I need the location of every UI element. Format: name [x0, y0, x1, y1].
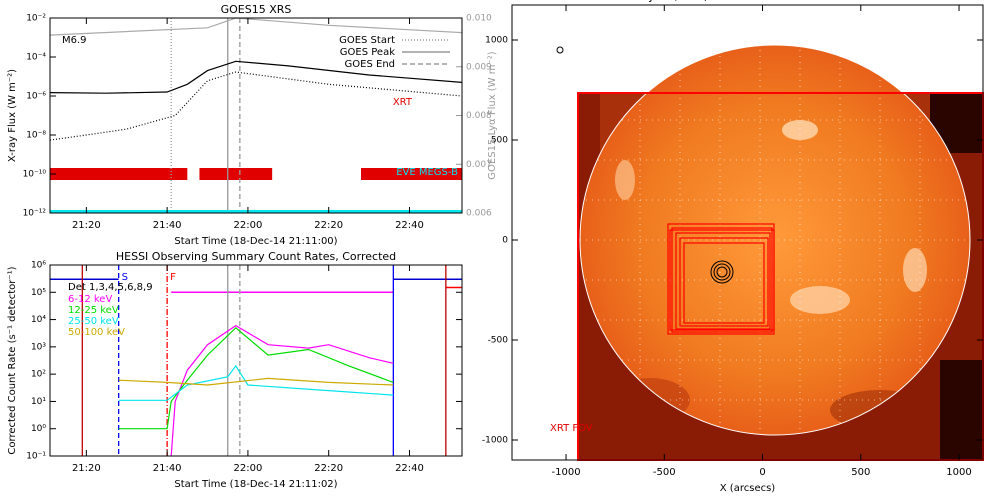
y-tick-label: 10⁻²	[26, 14, 46, 24]
legend-label: GOES Start	[339, 35, 395, 46]
xrt-fov-boxes	[667, 223, 775, 335]
y2-tick-label: 0.008	[466, 111, 492, 121]
x-tick-label: 22:00	[234, 220, 263, 231]
x-tick-label: 21:40	[153, 220, 182, 231]
x-tick-label: 22:20	[314, 463, 343, 474]
x-tick-label: 1000	[946, 467, 971, 478]
solar-limb	[579, 44, 971, 436]
plot-area	[50, 18, 462, 213]
x-tick-label: 22:00	[234, 463, 263, 474]
annotation: XRT	[393, 97, 413, 108]
annotation: XRT FOV	[550, 423, 593, 434]
series-line	[50, 71, 462, 141]
image-dark	[940, 360, 983, 460]
x-tick-label: 22:20	[314, 220, 343, 231]
marker	[556, 46, 564, 54]
y2-tick-label: 0.010	[466, 14, 492, 24]
panel: HINODE XRT JAXA/ISAS, SIRIUS 18-Dec-2014…	[482, 0, 984, 494]
y-tick-label: 10²	[31, 370, 46, 380]
y2-tick-label: 0.009	[466, 62, 492, 72]
y2-axis-label: GOES15 Lyα Flux (W m⁻²)	[487, 51, 498, 179]
x-tick-label: 21:20	[72, 463, 101, 474]
series-line	[50, 60, 462, 94]
bright-region	[903, 248, 927, 292]
y-tick-label: 10⁻⁴	[26, 53, 46, 63]
x-tick-label: 22:40	[395, 220, 424, 231]
y-tick-label: 10¹	[31, 397, 46, 407]
annotation: EVE MEGS-B	[396, 167, 458, 178]
y-tick-label: 0	[502, 236, 508, 246]
plot-frame	[49, 17, 463, 214]
legend-label: GOES End	[345, 59, 395, 70]
x-tick-label: 22:40	[395, 463, 424, 474]
event-label: S	[122, 272, 128, 283]
chart-title: HESSI Observing Summary Count Rates, Cor…	[116, 250, 396, 263]
chart-title: HINODE XRT JAXA/ISAS, SIRIUS 18-Dec-2014…	[578, 0, 918, 3]
x-tick-label: -1000	[552, 467, 581, 478]
y2-tick-label: 0.007	[466, 160, 492, 170]
chart-title: GOES15 XRS	[221, 3, 292, 16]
y-tick-label: -500	[488, 336, 509, 346]
x-tick-label: -500	[653, 467, 676, 478]
y-tick-label: 10⁰	[31, 424, 46, 434]
y-tick-label: 10³	[31, 342, 46, 352]
legend-label: 12-25 keV	[68, 305, 119, 316]
x-axis-label: Start Time (18-Dec-14 21:11:00)	[174, 236, 337, 247]
annotation: M6.9	[62, 35, 87, 46]
x-axis-label: X (arcsecs)	[720, 483, 776, 494]
y-axis-label: X-ray Flux (W m⁻²)	[7, 69, 18, 162]
xrt-interval	[361, 168, 462, 180]
x-tick-label: 21:20	[72, 220, 101, 231]
xrt-image	[556, 44, 984, 461]
y-tick-label: 10⁶	[31, 261, 46, 271]
plot-frame	[511, 4, 984, 461]
x-tick-label: 0	[759, 467, 765, 478]
plot-content	[50, 265, 462, 456]
y-tick-label: 10⁻¹²	[23, 209, 47, 219]
bright-region	[782, 120, 818, 140]
event-label: F	[170, 272, 176, 283]
bright-region	[790, 286, 850, 314]
series-line	[118, 326, 394, 430]
series-line	[118, 377, 394, 386]
solar-disk	[580, 45, 970, 435]
y-tick-label: 10⁴	[31, 315, 46, 325]
plot-frame	[49, 264, 463, 457]
legend-label: 25-50 keV	[68, 316, 119, 327]
panel: GOES15 XRS Start Time (18-Dec-14 21:11:00…	[7, 3, 498, 247]
x-tick-label: 500	[851, 467, 870, 478]
y-tick-label: 10⁻¹	[26, 452, 46, 462]
y-tick-label: 10⁻⁸	[26, 131, 46, 141]
legend-label: GOES Peak	[340, 47, 395, 58]
xrt-interval	[199, 168, 273, 180]
panel: HESSI Observing Summary Count Rates, Cor…	[7, 250, 463, 490]
y-tick-label: -1000	[482, 436, 508, 446]
y2-tick-label: 0.006	[466, 209, 492, 219]
series-line	[118, 364, 394, 401]
y-tick-label: 10⁵	[31, 288, 46, 298]
xrt-interval	[50, 168, 188, 180]
y-axis-label: Corrected Count Rate (s⁻¹ detector⁻¹)	[7, 266, 18, 454]
series-line	[170, 324, 394, 456]
hessi-contours	[710, 260, 734, 284]
legend-label: 6-12 keV	[68, 294, 112, 305]
x-axis-label: Start Time (18-Dec-14 21:11:02)	[174, 479, 337, 490]
series-line	[50, 18, 462, 36]
plot-content	[50, 18, 462, 213]
y-tick-label: 10⁻¹⁰	[23, 170, 47, 180]
legend-label: 50-100 keV	[68, 327, 125, 338]
x-tick-label: 21:40	[153, 463, 182, 474]
bright-region	[615, 160, 635, 200]
legend-title: Det 1,3,4,5,6,8,9	[68, 282, 153, 293]
y-tick-label: 10⁻⁶	[26, 92, 46, 102]
y-tick-label: 1000	[485, 36, 508, 46]
y-tick-label: 500	[491, 136, 508, 146]
